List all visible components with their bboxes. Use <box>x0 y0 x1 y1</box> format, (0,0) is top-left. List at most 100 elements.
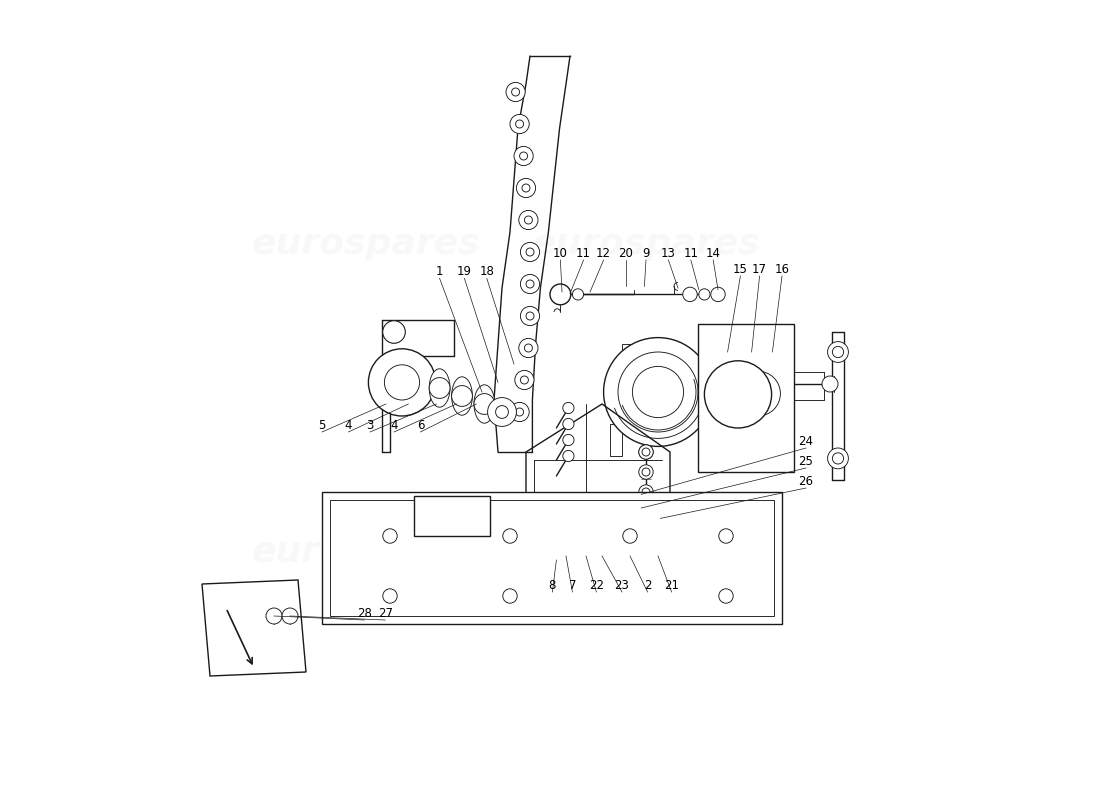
Circle shape <box>618 352 698 432</box>
Bar <box>621 344 645 374</box>
Circle shape <box>510 114 529 134</box>
Bar <box>330 500 774 616</box>
Circle shape <box>506 82 525 102</box>
Text: 23: 23 <box>615 579 629 592</box>
Circle shape <box>698 289 710 300</box>
Circle shape <box>519 152 528 160</box>
Circle shape <box>563 450 574 462</box>
Circle shape <box>520 376 528 384</box>
Circle shape <box>642 448 650 456</box>
Circle shape <box>452 386 472 406</box>
Circle shape <box>833 346 844 358</box>
Text: 5: 5 <box>318 419 326 432</box>
Ellipse shape <box>429 369 450 407</box>
Text: 24: 24 <box>799 435 814 448</box>
Text: 10: 10 <box>553 247 568 260</box>
Circle shape <box>516 178 536 198</box>
Circle shape <box>514 146 534 166</box>
Text: 11: 11 <box>683 247 698 260</box>
Circle shape <box>516 120 524 128</box>
Circle shape <box>503 589 517 603</box>
Circle shape <box>550 284 571 305</box>
Bar <box>610 384 621 416</box>
Circle shape <box>623 541 646 563</box>
Circle shape <box>711 287 725 302</box>
Circle shape <box>383 589 397 603</box>
Circle shape <box>623 529 637 543</box>
Circle shape <box>487 398 516 426</box>
Bar <box>322 492 782 624</box>
Circle shape <box>520 274 540 294</box>
Circle shape <box>383 529 397 543</box>
Circle shape <box>474 394 495 414</box>
Circle shape <box>718 529 734 543</box>
Circle shape <box>526 248 534 256</box>
Text: eurospares: eurospares <box>252 535 481 569</box>
Circle shape <box>833 453 844 464</box>
Text: 2: 2 <box>644 579 651 592</box>
Text: 14: 14 <box>706 247 721 260</box>
Text: 28: 28 <box>358 607 372 620</box>
Bar <box>414 496 490 536</box>
Circle shape <box>515 370 534 390</box>
Bar <box>610 424 621 456</box>
Text: 7: 7 <box>569 579 576 592</box>
Text: 19: 19 <box>456 266 472 278</box>
Ellipse shape <box>474 385 495 423</box>
Circle shape <box>503 529 517 543</box>
Text: 21: 21 <box>664 579 679 592</box>
Circle shape <box>632 366 683 418</box>
Text: 3: 3 <box>366 419 374 432</box>
Circle shape <box>525 216 532 224</box>
Circle shape <box>746 382 770 406</box>
Circle shape <box>736 371 780 416</box>
Circle shape <box>429 378 450 398</box>
Text: eurospares: eurospares <box>531 227 760 261</box>
Circle shape <box>642 488 650 496</box>
Circle shape <box>526 280 534 288</box>
Circle shape <box>683 287 697 302</box>
Text: eurospares: eurospares <box>556 535 784 569</box>
Text: 20: 20 <box>618 247 634 260</box>
Circle shape <box>827 448 848 469</box>
Circle shape <box>522 184 530 192</box>
Circle shape <box>368 349 436 416</box>
Text: 22: 22 <box>588 579 604 592</box>
Bar <box>698 324 794 472</box>
Circle shape <box>519 338 538 358</box>
Circle shape <box>563 418 574 430</box>
Ellipse shape <box>452 377 472 415</box>
Text: 13: 13 <box>661 247 675 260</box>
Circle shape <box>519 210 538 230</box>
Circle shape <box>266 608 282 624</box>
Text: 17: 17 <box>752 263 767 276</box>
Circle shape <box>510 402 529 422</box>
Text: 26: 26 <box>799 475 814 488</box>
Text: 11: 11 <box>576 247 591 260</box>
Circle shape <box>642 468 650 476</box>
Circle shape <box>639 445 653 459</box>
Circle shape <box>639 505 653 519</box>
Circle shape <box>563 434 574 446</box>
Circle shape <box>549 546 568 566</box>
Text: 8: 8 <box>549 579 557 592</box>
Circle shape <box>827 342 848 362</box>
Circle shape <box>572 289 584 300</box>
Text: 15: 15 <box>733 263 748 276</box>
Circle shape <box>525 344 532 352</box>
Text: 25: 25 <box>799 455 813 468</box>
Circle shape <box>516 408 524 416</box>
Text: 18: 18 <box>480 266 494 278</box>
Circle shape <box>718 589 734 603</box>
Circle shape <box>604 338 713 446</box>
Text: 16: 16 <box>774 263 790 276</box>
Circle shape <box>383 321 405 343</box>
Circle shape <box>651 501 670 520</box>
Circle shape <box>639 485 653 499</box>
Circle shape <box>639 445 653 459</box>
Circle shape <box>822 376 838 392</box>
Text: 9: 9 <box>642 247 650 260</box>
Circle shape <box>512 88 519 96</box>
Text: 27: 27 <box>377 607 393 620</box>
Text: 4: 4 <box>344 419 352 432</box>
